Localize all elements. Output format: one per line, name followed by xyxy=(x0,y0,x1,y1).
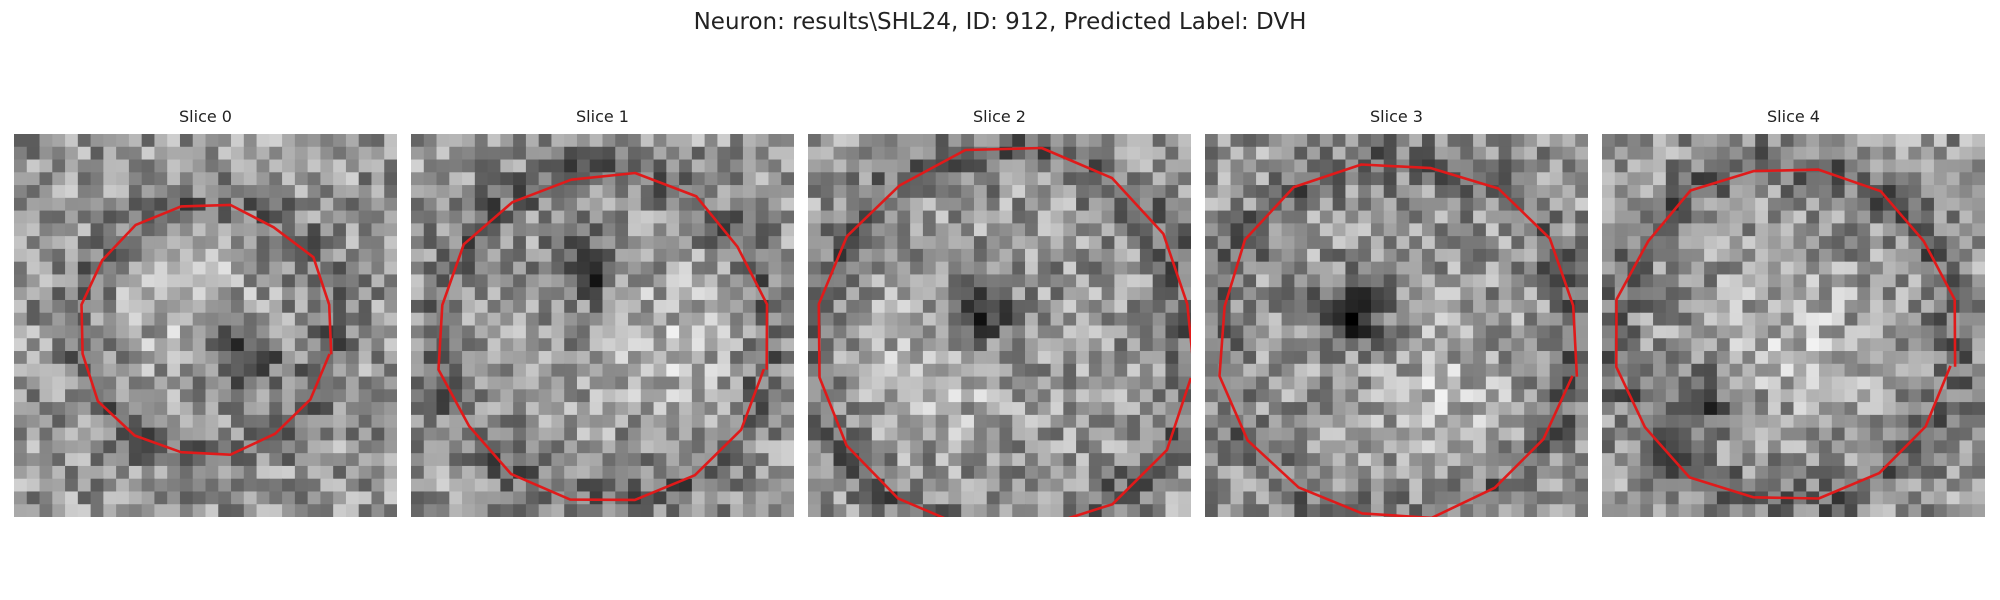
pixel-grid xyxy=(14,134,397,517)
slice-image-1 xyxy=(411,134,794,517)
cell-contour xyxy=(1218,163,1579,517)
slice-panel-3: Slice 3 xyxy=(1205,108,1588,522)
slice-title-2: Slice 2 xyxy=(973,107,1026,126)
cell-contour xyxy=(817,146,1191,517)
slice-image-0 xyxy=(14,134,397,517)
pixel-grid xyxy=(411,134,794,517)
slice-panels: Slice 0 Slice 1 Slice 2 Slice 3 Slice 4 xyxy=(14,108,1986,522)
slice-image-3 xyxy=(1205,134,1588,517)
slice-image-2 xyxy=(808,134,1191,517)
slice-image-4 xyxy=(1602,134,1985,517)
slice-panel-1: Slice 1 xyxy=(411,108,794,522)
slice-panel-4: Slice 4 xyxy=(1602,108,1985,522)
slice-panel-2: Slice 2 xyxy=(808,108,1191,522)
pixel-grid xyxy=(808,134,1191,517)
slice-title-4: Slice 4 xyxy=(1767,107,1820,126)
slice-panel-0: Slice 0 xyxy=(14,108,397,522)
cell-contour xyxy=(437,171,769,502)
pixel-grid xyxy=(1205,134,1588,517)
slice-title-1: Slice 1 xyxy=(576,107,629,126)
slice-title-3: Slice 3 xyxy=(1370,107,1423,126)
pixel-grid xyxy=(1602,134,1985,517)
cell-contour xyxy=(1615,168,1957,500)
slice-title-0: Slice 0 xyxy=(179,107,232,126)
figure-title: Neuron: results\SHL24, ID: 912, Predicte… xyxy=(693,9,1307,35)
cell-contour xyxy=(80,203,333,457)
